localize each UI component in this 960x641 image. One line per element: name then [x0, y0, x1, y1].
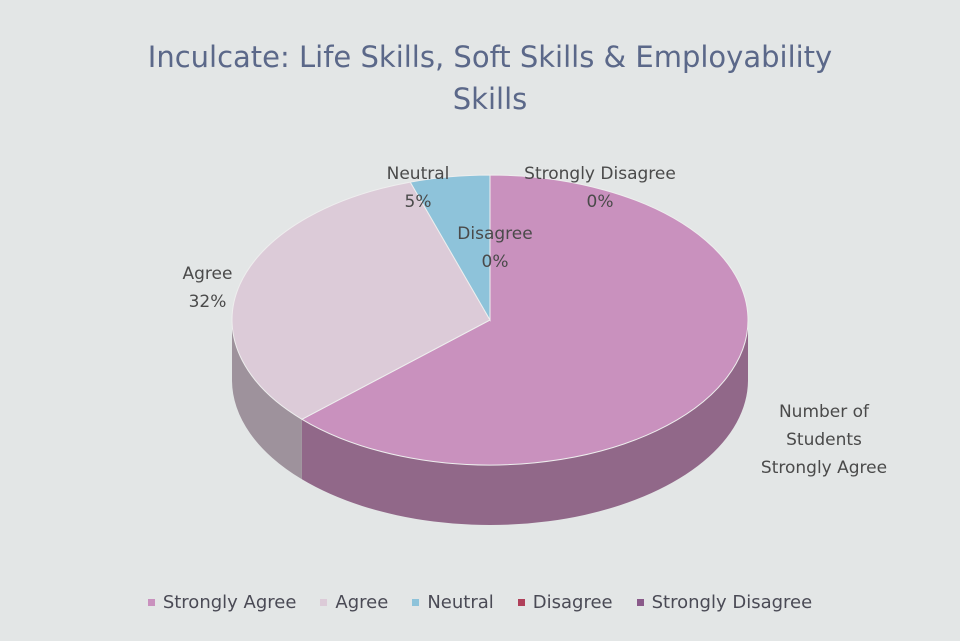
data-label-value: 0% — [586, 192, 614, 212]
data-label-name: Disagree — [457, 224, 533, 244]
slice-side — [301, 320, 748, 525]
slice-side — [232, 320, 302, 480]
data-label: Strongly Disagree 0% — [500, 160, 700, 216]
slice — [231, 181, 491, 420]
data-label: Disagree 0% — [445, 220, 545, 276]
chart-title: Inculcate: Life Skills, Soft Skills & Em… — [147, 40, 833, 116]
legend-item: Neutral — [412, 592, 494, 613]
legend-swatch — [412, 599, 420, 606]
legend-swatch — [147, 599, 155, 606]
legend: Strongly Agree Agree Neutral Disagree Strong… — [0, 592, 960, 613]
legend-item: Strongly Disagree — [636, 592, 813, 613]
data-label-value: 0% — [481, 252, 509, 272]
data-label: Agree 32% — [160, 260, 255, 316]
data-label-name: Strongly Disagree — [524, 164, 676, 184]
legend-item: Agree — [320, 592, 388, 613]
slice-sides — [232, 320, 748, 525]
legend-label: Strongly Agree — [162, 592, 297, 613]
legend-item: Strongly Agree — [147, 592, 297, 613]
legend-label: Agree — [335, 592, 389, 613]
data-label: Number of Students Strongly Agree — [758, 398, 890, 482]
legend-swatch — [517, 599, 525, 606]
legend-label: Neutral — [427, 592, 494, 613]
legend-label: Disagree — [532, 592, 613, 613]
slice-tops — [231, 174, 749, 466]
data-label-name: Number of Students Strongly Agree — [760, 402, 888, 478]
data-label-value: 32% — [188, 292, 227, 312]
legend-swatch — [320, 599, 328, 606]
data-label: Neutral 5% — [368, 160, 468, 216]
data-label-name: Agree — [182, 264, 233, 284]
slice — [300, 174, 749, 466]
legend-item: Disagree — [517, 592, 613, 613]
legend-swatch — [636, 599, 644, 606]
legend-label: Strongly Disagree — [651, 592, 813, 613]
data-label-value: 5% — [404, 192, 432, 212]
data-label-name: Neutral — [386, 164, 450, 184]
